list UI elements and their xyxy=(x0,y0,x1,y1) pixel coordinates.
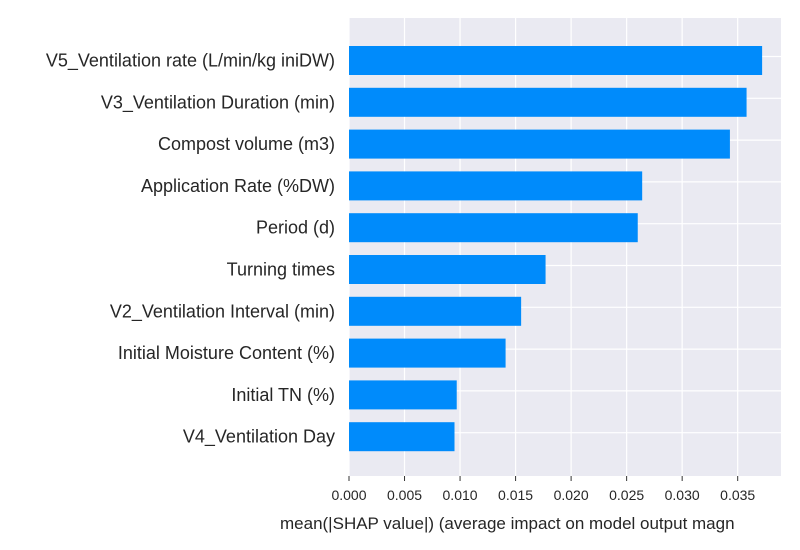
category-label: V3_Ventilation Duration (min) xyxy=(101,92,335,113)
bars xyxy=(349,46,763,452)
category-label: Initial Moisture Content (%) xyxy=(118,343,335,363)
x-tick-label: 0.030 xyxy=(665,487,700,503)
bar xyxy=(349,422,455,452)
bar xyxy=(349,129,730,159)
category-label: V2_Ventilation Interval (min) xyxy=(110,301,335,322)
x-tick-label: 0.000 xyxy=(331,487,366,503)
category-label: V4_Ventilation Day xyxy=(183,427,335,448)
bar xyxy=(349,213,638,243)
category-label: Period (d) xyxy=(256,218,335,238)
x-tick-label: 0.020 xyxy=(554,487,589,503)
x-tick-label: 0.035 xyxy=(720,487,755,503)
category-label: Initial TN (%) xyxy=(231,385,335,405)
category-label: V5_Ventilation rate (L/min/kg iniDW) xyxy=(46,51,335,72)
bar xyxy=(349,46,763,75)
x-axis-ticks: 0.000 0.005 0.010 0.015 0.020 0.025 0.030 0.035 xyxy=(331,476,755,503)
bar xyxy=(349,171,643,201)
bar xyxy=(349,296,522,326)
category-labels: V5_Ventilation rate (L/min/kg iniDW) V3_V… xyxy=(46,51,335,448)
x-axis-title: mean(|SHAP value|) (average impact on mo… xyxy=(280,514,735,533)
category-label: Compost volume (m3) xyxy=(158,134,335,154)
x-tick-label: 0.010 xyxy=(443,487,478,503)
bar xyxy=(349,380,457,410)
x-tick-label: 0.025 xyxy=(609,487,644,503)
category-label: Turning times xyxy=(227,260,335,280)
bar xyxy=(349,87,747,117)
category-label: Application Rate (%DW) xyxy=(141,176,335,196)
bar xyxy=(349,255,546,284)
x-tick-label: 0.015 xyxy=(498,487,533,503)
bar xyxy=(349,338,506,368)
x-tick-label: 0.005 xyxy=(387,487,422,503)
